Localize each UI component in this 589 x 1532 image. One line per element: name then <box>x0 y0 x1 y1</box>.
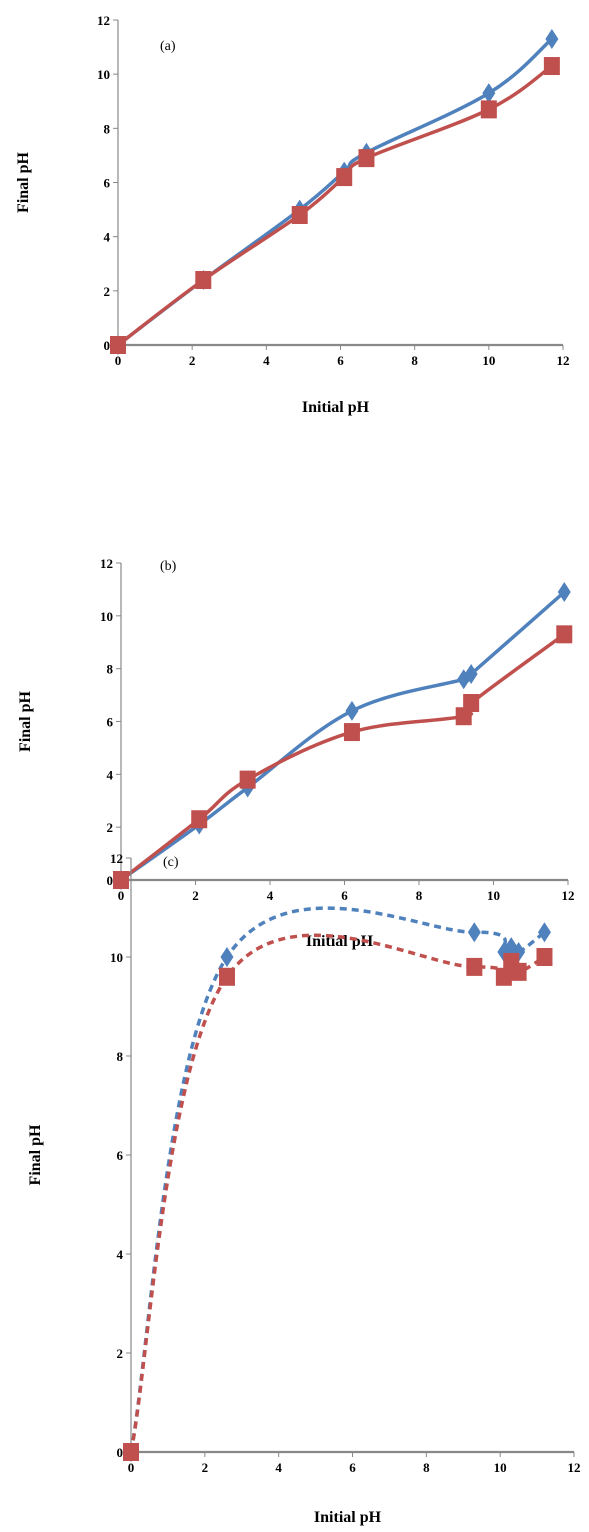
y-tick-label: 10 <box>97 67 110 82</box>
data-point-square <box>291 206 308 224</box>
series-line <box>116 37 554 347</box>
x-tick-label: 8 <box>423 1460 430 1475</box>
data-point-square <box>239 770 256 789</box>
data-point-diamond <box>482 83 496 104</box>
y-tick-label: 12 <box>100 556 113 571</box>
data-point-square <box>556 625 573 644</box>
y-tick-label: 4 <box>107 767 114 782</box>
data-point-square <box>495 967 512 986</box>
data-point-square <box>110 336 126 354</box>
x-tick-label: 2 <box>192 888 199 903</box>
series-line <box>129 906 546 1453</box>
y-tick-label: 0 <box>117 1445 124 1460</box>
y-tick-label: 6 <box>117 1148 124 1163</box>
data-point-square <box>480 100 497 119</box>
y-tick-label: 8 <box>117 1049 124 1064</box>
y-tick-label: 2 <box>117 1346 124 1361</box>
x-tick-label: 2 <box>202 1460 209 1475</box>
data-point-diamond <box>557 582 571 603</box>
x-tick-label: 6 <box>349 1460 356 1475</box>
y-tick-label: 8 <box>107 662 114 677</box>
y-tick-label: 8 <box>104 121 111 136</box>
data-point-square <box>463 694 480 713</box>
y-tick-label: 6 <box>104 176 111 191</box>
panel-label: (c) <box>163 855 179 870</box>
data-point-diamond <box>345 700 359 721</box>
data-point-square <box>466 957 483 976</box>
data-point-square <box>218 967 235 986</box>
x-tick-label: 10 <box>482 353 495 368</box>
panel-label: (b) <box>160 559 177 574</box>
x-tick-label: 6 <box>341 888 348 903</box>
y-tick-label: 2 <box>107 820 114 835</box>
y-tick-label: 2 <box>104 284 111 299</box>
data-point-square <box>536 948 553 966</box>
x-axis-label: Initial pH <box>302 399 370 416</box>
y-axis-label: Final pH <box>17 690 34 751</box>
chart-panel-2: 0 2 4 6 8 10 12 0 2 4 6 8 10 12 Initial pH Final pH (b) <box>17 556 575 950</box>
series-line <box>119 632 567 882</box>
y-tick-label: 10 <box>100 609 113 624</box>
y-tick-label: 4 <box>104 230 111 245</box>
chart-panel-1: 0 2 4 6 8 10 12 0 2 4 6 8 10 12 Initial pH Final pH (a) <box>15 13 570 416</box>
y-axis-label: Final pH <box>15 151 32 212</box>
data-point-square <box>343 723 360 742</box>
data-point-square <box>336 168 353 187</box>
y-tick-label: 10 <box>110 950 123 965</box>
x-tick-label: 0 <box>115 353 122 368</box>
x-tick-label: 10 <box>494 1460 507 1475</box>
data-point-square <box>543 57 560 76</box>
data-point-diamond <box>545 28 559 49</box>
data-point-square <box>123 1443 139 1461</box>
data-point-diamond <box>464 663 478 684</box>
x-tick-label: 0 <box>128 1460 135 1475</box>
x-tick-label: 6 <box>337 353 344 368</box>
series-line <box>129 933 546 1453</box>
x-tick-label: 4 <box>275 1460 282 1475</box>
x-tick-label: 4 <box>263 353 270 368</box>
x-axis-label: Initial pH <box>314 1509 382 1526</box>
x-axis-label: Initial pH <box>306 933 374 950</box>
x-tick-label: 2 <box>189 353 196 368</box>
data-point-diamond <box>467 922 481 943</box>
y-axis-label: Final pH <box>27 1124 44 1185</box>
x-tick-label: 4 <box>267 888 274 903</box>
y-tick-label: 12 <box>97 13 110 28</box>
x-tick-label: 12 <box>557 353 570 368</box>
y-tick-label: 6 <box>107 715 114 730</box>
x-tick-label: 12 <box>562 888 575 903</box>
y-tick-label: 0 <box>104 338 111 353</box>
chart-panel-3: 0 2 4 6 8 10 12 0 2 4 6 8 10 12 Initial pH Final pH (c) <box>27 851 581 1526</box>
data-point-square <box>195 271 212 289</box>
data-point-square <box>358 149 375 168</box>
data-point-square <box>191 810 208 829</box>
panel-label: (a) <box>160 39 176 54</box>
data-point-diamond <box>220 947 234 967</box>
x-tick-label: 8 <box>411 353 418 368</box>
y-tick-label: 4 <box>117 1247 124 1262</box>
data-point-square <box>510 962 527 981</box>
y-tick-label: 0 <box>107 873 114 888</box>
x-tick-label: 8 <box>416 888 423 903</box>
x-tick-label: 12 <box>568 1460 581 1475</box>
data-point-diamond <box>537 922 551 943</box>
x-tick-label: 10 <box>487 888 500 903</box>
y-tick-label: 12 <box>110 851 123 866</box>
data-point-square <box>113 871 129 889</box>
x-tick-label: 0 <box>118 888 125 903</box>
